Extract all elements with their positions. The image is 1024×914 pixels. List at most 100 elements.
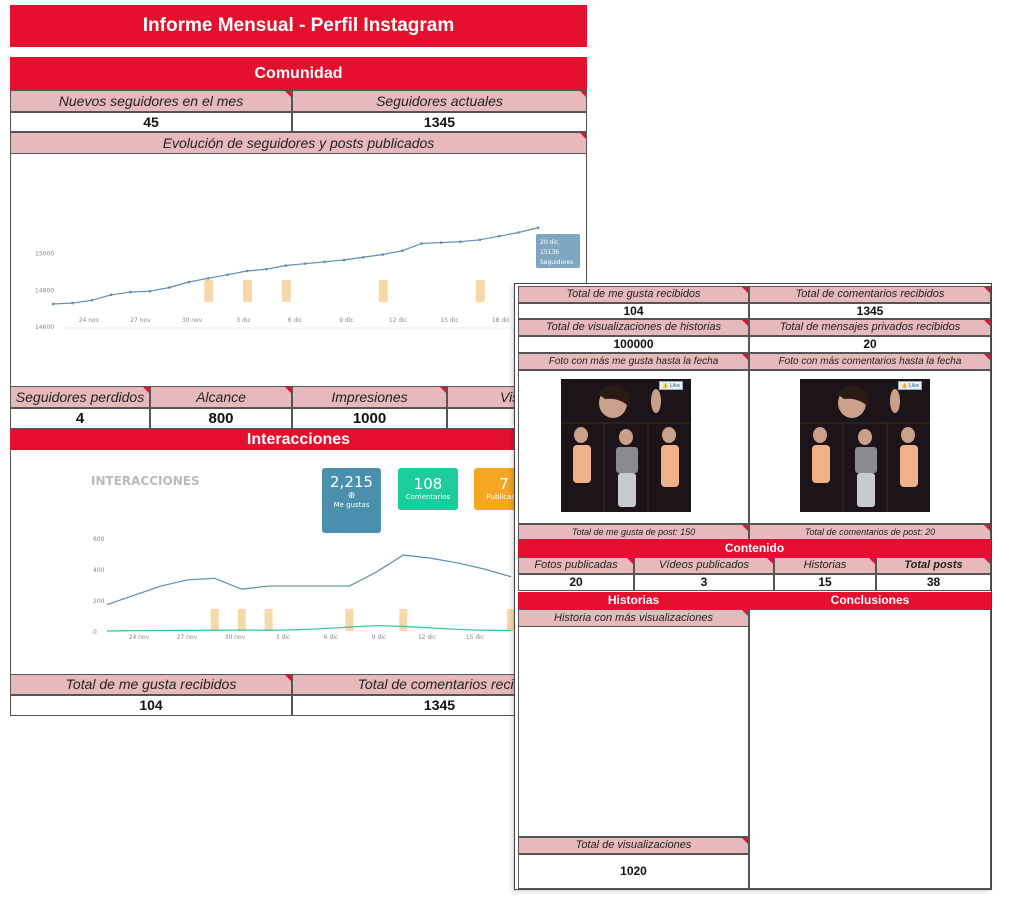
label-alcance: Alcance [150,386,292,408]
label-mensajes-privados: Total de mensajes privados recibidos [749,319,991,336]
x-tick-label: 18 dic [492,317,510,324]
card-comentarios-value: 108 [413,475,443,493]
followers-point [226,273,229,276]
value-seguidores-actuales: 1345 [292,112,587,132]
y-tick-label: 600 [93,536,105,543]
followers-point [362,255,365,259]
photo-collage-figure [561,379,691,512]
followers-point [381,253,385,256]
followers-point [303,262,307,265]
post-bar [264,609,273,631]
value-historias: 15 [774,574,876,591]
value-seguidores-perdidos: 4 [10,408,150,429]
card-me-gustas-label: Me gustas [333,501,370,509]
top-liked-photo[interactable]: 👍 Like [561,379,691,512]
post-bar [345,609,354,631]
x-tick-label: 27 nov [177,634,198,641]
value-videos-publicados: 3 [634,574,774,591]
followers-point [187,280,191,284]
followers-chart-svg: 15000 14800 14600 24 nov 27 nov 30 nov 3 dic 6 … [35,226,580,331]
y-tick-label: 200 [93,598,105,605]
historia-content-area [518,627,749,837]
followers-point [245,269,249,273]
followers-point [71,301,74,305]
plus-circle-icon: ⊕ [347,491,356,501]
value-impresiones: 1000 [292,408,447,429]
x-tick-label: 30 nov [182,317,203,324]
followers-point [459,240,462,243]
tooltip-box [536,234,580,268]
followers-point [478,238,482,242]
x-tick-label: 15 dic [466,634,484,641]
x-tick-label: 12 dic [389,317,407,324]
value-total-comentarios-2: 1345 [749,303,991,319]
section-header-interacciones: Interacciones [10,429,587,450]
followers-point [420,242,423,245]
label-historias: Historias [774,557,876,574]
label-total-comentarios-2: Total de comentarios recibidos [749,286,991,303]
post-bar [204,280,214,302]
report-title: Informe Mensual - Perfil Instagram [10,5,587,47]
post-bar [237,609,246,631]
thumbs-up-icon: 👍 [901,383,908,389]
followers-point [536,226,540,230]
followers-point [51,302,55,306]
card-publicaciones-value: 7 [499,475,509,493]
followers-point [265,267,268,271]
value-visualizaciones-historias: 100000 [518,336,749,353]
label-seguidores-perdidos: Seguidores perdidos [10,386,150,408]
card-comentarios-label: Comentarios [405,493,451,501]
x-tick-label: 9 dic [339,317,354,324]
x-tick-label: 27 nov [130,317,151,324]
photo-cell-comments: 👍 Like [749,370,991,524]
conclusiones-content-area[interactable] [749,609,991,889]
card-me-gustas[interactable]: 2,215 ⊕ Me gustas [322,468,381,533]
followers-point [148,289,152,293]
followers-point [439,241,443,244]
like-badge: 👍 Like [898,381,922,390]
followers-point [517,231,520,234]
value-fotos-publicadas: 20 [518,574,634,591]
post-bar [475,280,485,302]
y-tick-label: 15000 [35,251,54,258]
value-total-comentarios: 1345 [292,695,587,716]
y-tick-label: 14600 [35,324,54,331]
top-commented-photo[interactable]: 👍 Like [800,379,930,512]
tooltip-text: Seguidores [540,259,573,266]
post-bar [378,280,388,302]
x-tick-label: 24 nov [79,317,100,324]
section-header-conclusiones: Conclusiones [749,592,991,609]
followers-point [323,260,326,264]
followers-point [497,234,501,238]
label-total-comentarios-post: Total de comentarios de post: 20 [749,524,991,540]
followers-point [109,293,113,297]
x-tick-label: 24 nov [129,634,150,641]
y-tick-label: 400 [93,567,105,574]
like-badge: 👍 Like [659,381,683,390]
label-foto-mas-comentarios: Foto con más comentarios hasta la fecha [749,353,991,370]
photo-cell-likes: 👍 Like [518,370,749,524]
x-tick-label: 6 dic [324,634,339,641]
card-comentarios[interactable]: 108 Comentarios [398,468,458,510]
like-badge-text: Like [669,383,680,389]
label-historia-mas-vistas: Historia con más visualizaciones [518,609,749,627]
section-header-contenido: Contenido [518,540,991,557]
tooltip-text: 15136 [540,249,559,256]
section-header-comunidad: Comunidad [10,57,587,90]
value-total-visualizaciones: 1020 [518,854,749,889]
label-foto-mas-gusta: Foto con más me gusta hasta la fecha [518,353,749,370]
interactions-line-comments [106,624,512,632]
label-impresiones: Impresiones [292,386,447,408]
interactions-chart: INTERACCIONES 2,215 ⊕ Me gustas 108 Come… [10,450,587,674]
post-bar [281,280,291,302]
followers-point [168,286,171,289]
x-tick-label: 12 dic [418,634,436,641]
post-bar [210,609,219,631]
label-fotos-publicadas: Fotos publicadas [518,557,634,574]
followers-point [400,249,404,253]
post-bar [243,280,252,302]
tooltip-text: 20 dic [540,239,558,246]
value-mensajes-privados: 20 [749,336,991,353]
interactions-chart-title: INTERACCIONES [91,474,200,488]
value-nuevos-seguidores: 45 [10,112,292,132]
